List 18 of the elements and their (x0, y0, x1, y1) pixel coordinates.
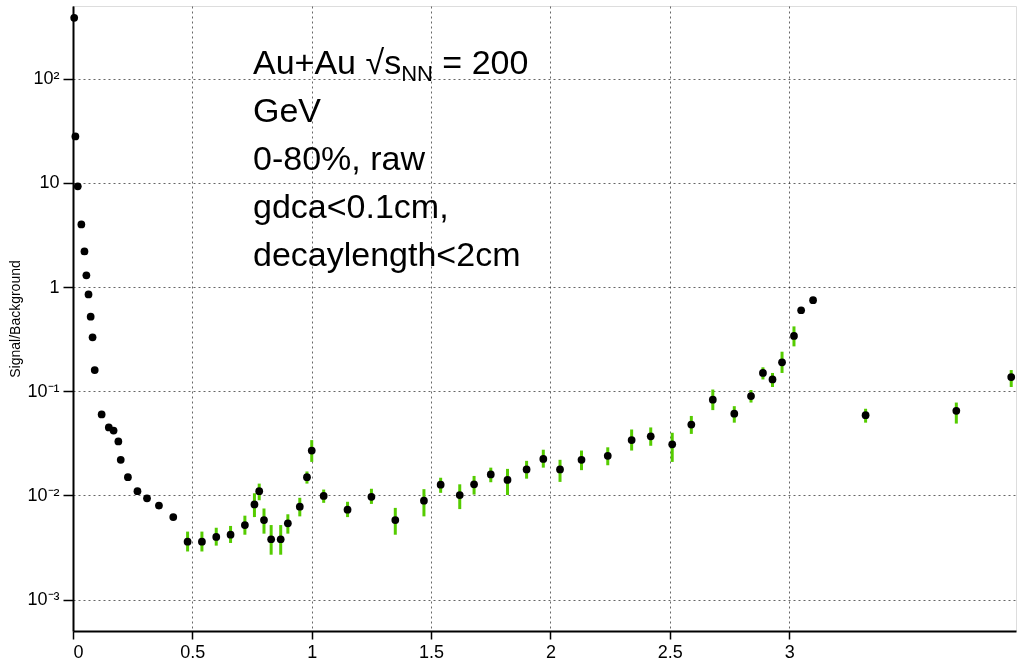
y-axis-title: Signal/Background (7, 260, 24, 378)
y-tick-label: 10⁻² (27, 484, 60, 505)
annotation: GeV (253, 91, 322, 129)
x-tick-label: 0 (73, 641, 84, 662)
annotation: 0-80%, raw (253, 139, 426, 177)
y-tick-label: 10² (33, 68, 60, 89)
x-tick-label: 1 (307, 641, 318, 662)
x-tick-label: 1.5 (419, 641, 445, 662)
x-tick-label: 0.5 (180, 641, 206, 662)
y-tick-label: 10⁻³ (27, 589, 60, 610)
y-tick-label: 10 (39, 172, 60, 193)
y-tick-label: 10⁻¹ (27, 380, 60, 401)
annotation: decaylength<2cm (253, 235, 521, 273)
x-tick-label: 2.5 (657, 641, 683, 662)
x-tick-label: 3 (784, 641, 795, 662)
y-tick-label: 1 (49, 276, 60, 297)
x-tick-label: 2 (545, 641, 556, 662)
annotation: gdca<0.1cm, (253, 187, 449, 225)
